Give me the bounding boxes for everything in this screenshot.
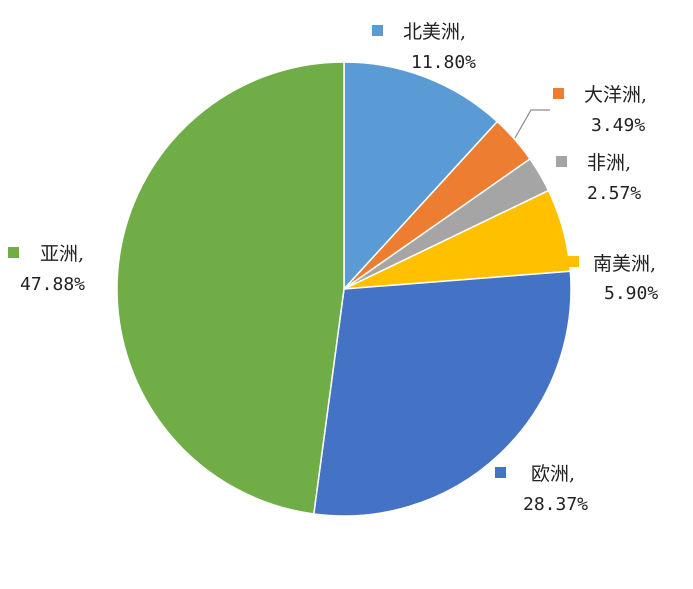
legend-key-asia: [8, 247, 19, 258]
pie-slice-north-america: [343, 61, 499, 291]
pie-slice-asia: [116, 61, 345, 515]
label-africa: 非洲, 2.57%: [556, 152, 641, 204]
label-north-america: 北美洲, 11.80%: [372, 21, 476, 73]
pie-slices: [116, 61, 572, 517]
label-value-africa: 2.57%: [587, 183, 641, 204]
label-name-north-america: 北美洲,: [403, 21, 466, 43]
legend-key-africa: [556, 156, 567, 167]
legend-key-north-america: [372, 25, 383, 36]
pie-slice-europe: [312, 270, 572, 517]
label-name-asia: 亚洲,: [40, 243, 84, 265]
label-oceania: 大洋洲, 3.49%: [553, 84, 647, 136]
label-value-asia: 47.88%: [20, 274, 85, 295]
label-europe: 欧洲, 28.37%: [495, 463, 588, 515]
label-value-south-america: 5.90%: [604, 283, 658, 304]
label-name-africa: 非洲,: [587, 152, 631, 174]
label-value-oceania: 3.49%: [591, 115, 645, 136]
label-value-europe: 28.37%: [523, 494, 588, 515]
label-name-south-america: 南美洲,: [593, 253, 656, 275]
label-asia: 亚洲, 47.88%: [8, 243, 85, 295]
label-value-north-america: 11.80%: [411, 52, 476, 73]
label-south-america: 南美洲, 5.90%: [568, 253, 658, 304]
label-name-europe: 欧洲,: [531, 463, 575, 485]
label-name-oceania: 大洋洲,: [584, 84, 647, 106]
legend-key-europe: [495, 467, 506, 478]
legend-key-south-america: [568, 256, 579, 267]
leader-line-oceania: [514, 109, 550, 139]
legend-key-oceania: [553, 88, 564, 99]
